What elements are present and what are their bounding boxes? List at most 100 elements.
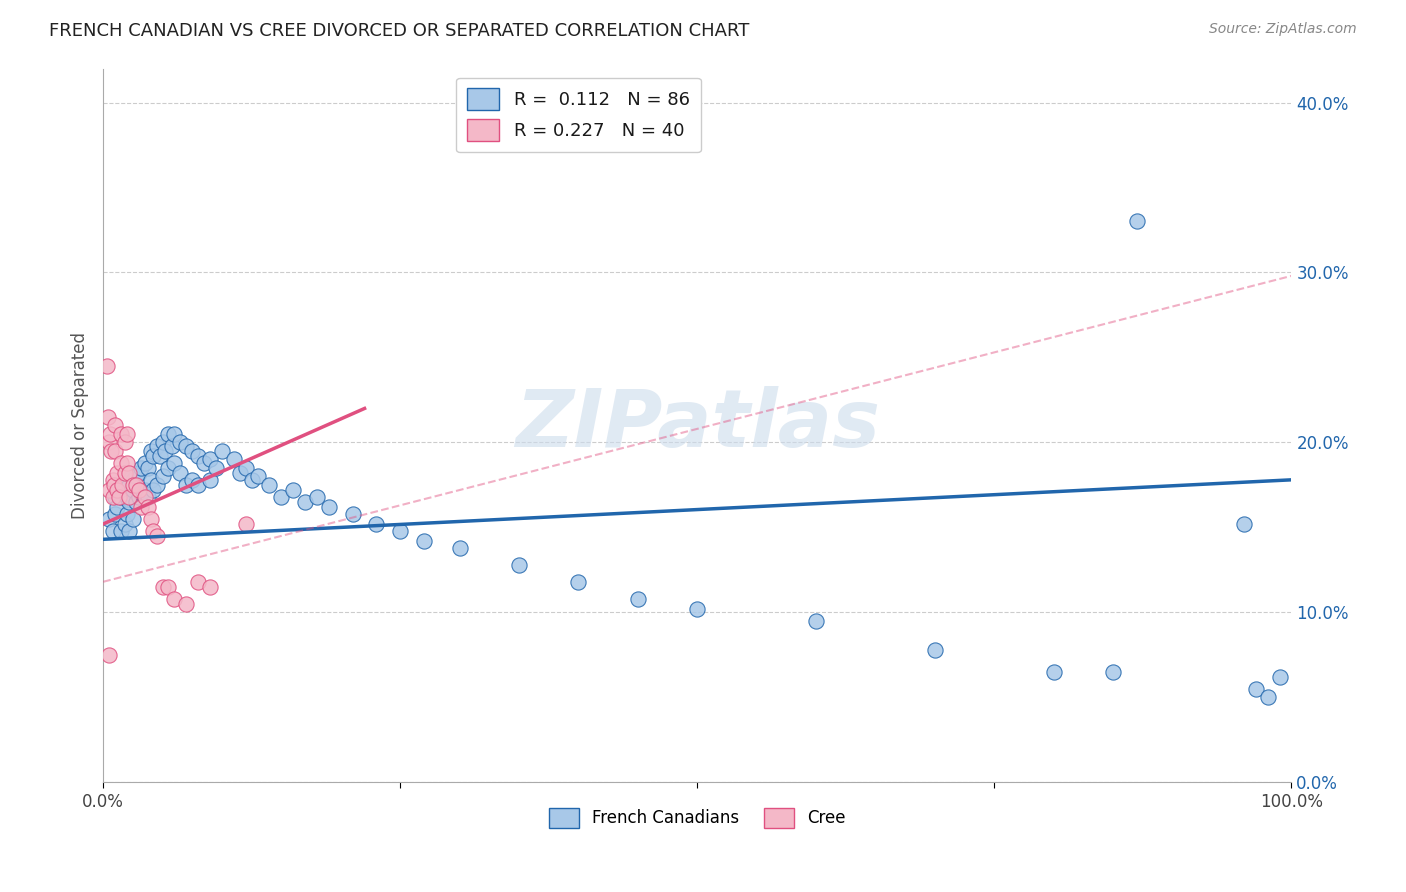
Point <box>121 473 143 487</box>
Point <box>389 524 412 538</box>
Point <box>152 435 174 450</box>
Point <box>198 473 221 487</box>
Point <box>115 456 138 470</box>
Point <box>259 478 281 492</box>
Point <box>114 483 136 497</box>
Point <box>105 466 128 480</box>
Point <box>924 642 946 657</box>
Point <box>136 461 159 475</box>
Point <box>114 466 136 480</box>
Point <box>157 461 180 475</box>
Point <box>163 591 186 606</box>
Point <box>145 439 167 453</box>
Point <box>115 426 138 441</box>
Point <box>128 483 150 497</box>
Point <box>98 648 121 662</box>
Point <box>139 444 162 458</box>
Point <box>129 461 152 475</box>
Point <box>98 483 121 497</box>
Point <box>169 466 191 480</box>
Point <box>235 516 257 531</box>
Point <box>118 495 141 509</box>
Point <box>145 478 167 492</box>
Point <box>110 478 132 492</box>
Point <box>413 534 436 549</box>
Text: Source: ZipAtlas.com: Source: ZipAtlas.com <box>1209 22 1357 37</box>
Point <box>104 418 127 433</box>
Point <box>366 516 388 531</box>
Point <box>105 483 128 497</box>
Point <box>1257 690 1279 705</box>
Point <box>128 490 150 504</box>
Point <box>627 591 650 606</box>
Point <box>114 435 136 450</box>
Point <box>128 466 150 480</box>
Point <box>270 490 292 504</box>
Point <box>157 426 180 441</box>
Y-axis label: Divorced or Separated: Divorced or Separated <box>72 332 89 519</box>
Point <box>134 490 156 504</box>
Point <box>294 495 316 509</box>
Point <box>110 456 132 470</box>
Point <box>100 444 122 458</box>
Point <box>125 469 148 483</box>
Point <box>1244 681 1267 696</box>
Point <box>121 512 143 526</box>
Point <box>1268 670 1291 684</box>
Point <box>136 490 159 504</box>
Point <box>240 473 263 487</box>
Point <box>129 500 152 514</box>
Point <box>104 444 127 458</box>
Point <box>187 478 209 492</box>
Point <box>134 483 156 497</box>
Point <box>121 483 143 497</box>
Point <box>118 478 141 492</box>
Point <box>149 449 172 463</box>
Point <box>246 469 269 483</box>
Point <box>107 490 129 504</box>
Point <box>686 602 709 616</box>
Point <box>118 524 141 538</box>
Point <box>139 473 162 487</box>
Point <box>181 473 204 487</box>
Point <box>157 580 180 594</box>
Point <box>152 469 174 483</box>
Point <box>115 490 138 504</box>
Point <box>101 490 124 504</box>
Point <box>114 516 136 531</box>
Point <box>136 500 159 514</box>
Point <box>804 614 827 628</box>
Text: ZIPatlas: ZIPatlas <box>515 386 880 465</box>
Point <box>1102 665 1125 679</box>
Point <box>198 452 221 467</box>
Point <box>115 473 138 487</box>
Point <box>153 444 176 458</box>
Point <box>198 580 221 594</box>
Point <box>142 524 165 538</box>
Point <box>115 507 138 521</box>
Point <box>105 500 128 514</box>
Point <box>187 449 209 463</box>
Point <box>118 490 141 504</box>
Point <box>101 473 124 487</box>
Point <box>283 483 305 497</box>
Point <box>142 449 165 463</box>
Point <box>235 461 257 475</box>
Legend: French Canadians, Cree: French Canadians, Cree <box>541 801 852 835</box>
Point <box>211 444 233 458</box>
Point <box>163 456 186 470</box>
Point <box>160 439 183 453</box>
Text: FRENCH CANADIAN VS CREE DIVORCED OR SEPARATED CORRELATION CHART: FRENCH CANADIAN VS CREE DIVORCED OR SEPA… <box>49 22 749 40</box>
Point <box>176 478 198 492</box>
Point <box>103 478 125 492</box>
Point <box>1042 665 1064 679</box>
Point <box>449 541 471 555</box>
Point <box>229 466 252 480</box>
Point <box>104 490 127 504</box>
Point <box>98 426 121 441</box>
Point <box>1126 214 1149 228</box>
Point <box>101 524 124 538</box>
Point <box>125 495 148 509</box>
Point <box>342 507 364 521</box>
Point <box>205 461 228 475</box>
